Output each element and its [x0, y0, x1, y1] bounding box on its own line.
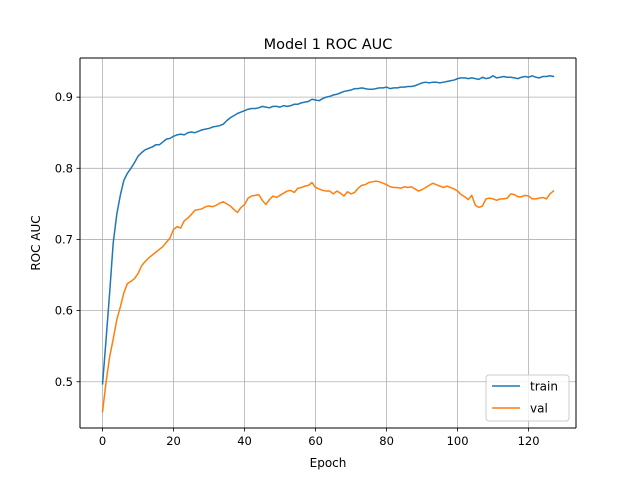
axes-frame [79, 57, 577, 429]
x-tick-label: 20 [166, 434, 181, 448]
series-line-train [101, 75, 555, 385]
y-tick-label: 0.8 [55, 161, 73, 175]
legend-label-train: train [530, 380, 558, 394]
plot-area [80, 58, 576, 428]
x-tick-label: 60 [308, 434, 323, 448]
y-axis-label: ROC AUC [29, 215, 43, 270]
y-tick-label: 0.9 [55, 90, 73, 104]
series-lines [101, 75, 555, 413]
y-tick-label: 0.5 [55, 375, 73, 389]
y-tick-label: 0.6 [55, 304, 73, 318]
legend: train val [485, 374, 570, 422]
y-axis-ticks: 0.5 0.6 0.7 0.8 0.9 [55, 90, 80, 389]
x-axis-label: Epoch [310, 456, 347, 470]
x-tick-label: 120 [518, 434, 540, 448]
x-tick-label: 40 [237, 434, 252, 448]
legend-label-val: val [530, 402, 548, 416]
y-tick-label: 0.7 [55, 232, 73, 246]
x-tick-label: 100 [447, 434, 469, 448]
grid-lines [80, 58, 576, 428]
x-tick-label: 80 [379, 434, 394, 448]
series-line-val [101, 180, 555, 413]
x-axis-ticks: 0 20 40 60 80 100 120 [99, 428, 540, 448]
x-tick-label: 0 [99, 434, 106, 448]
chart-title: Model 1 ROC AUC [264, 37, 393, 53]
